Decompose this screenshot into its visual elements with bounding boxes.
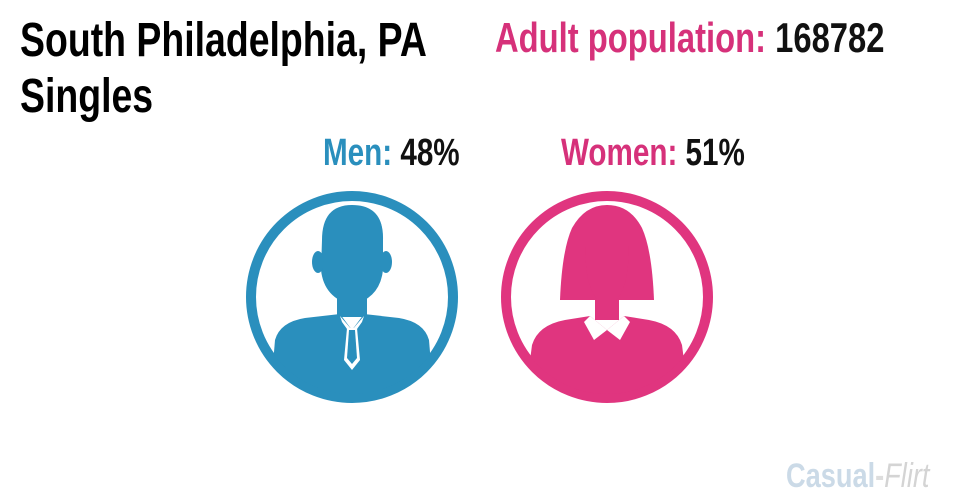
women-label: Women: [561,132,677,174]
logo-part: Flirt [884,456,931,495]
logo-part: Casual [786,456,875,495]
men-icon [246,191,458,403]
title: Singles [20,70,153,124]
women-value: 51% [686,132,745,174]
population-value: 168782 [775,14,884,61]
population: Adult population: 168782 [495,14,884,61]
population-label: Adult population: [495,14,766,61]
men-label: Men: [323,132,392,174]
logo-separator: - [875,456,884,495]
logo: Casual-Flirt [786,456,931,495]
women-icon [501,191,713,403]
men-value: 48% [400,132,459,174]
men: Men: 48% [323,132,460,174]
title: South Philadelphia, PA [20,14,427,68]
women: Women: 51% [561,132,745,174]
